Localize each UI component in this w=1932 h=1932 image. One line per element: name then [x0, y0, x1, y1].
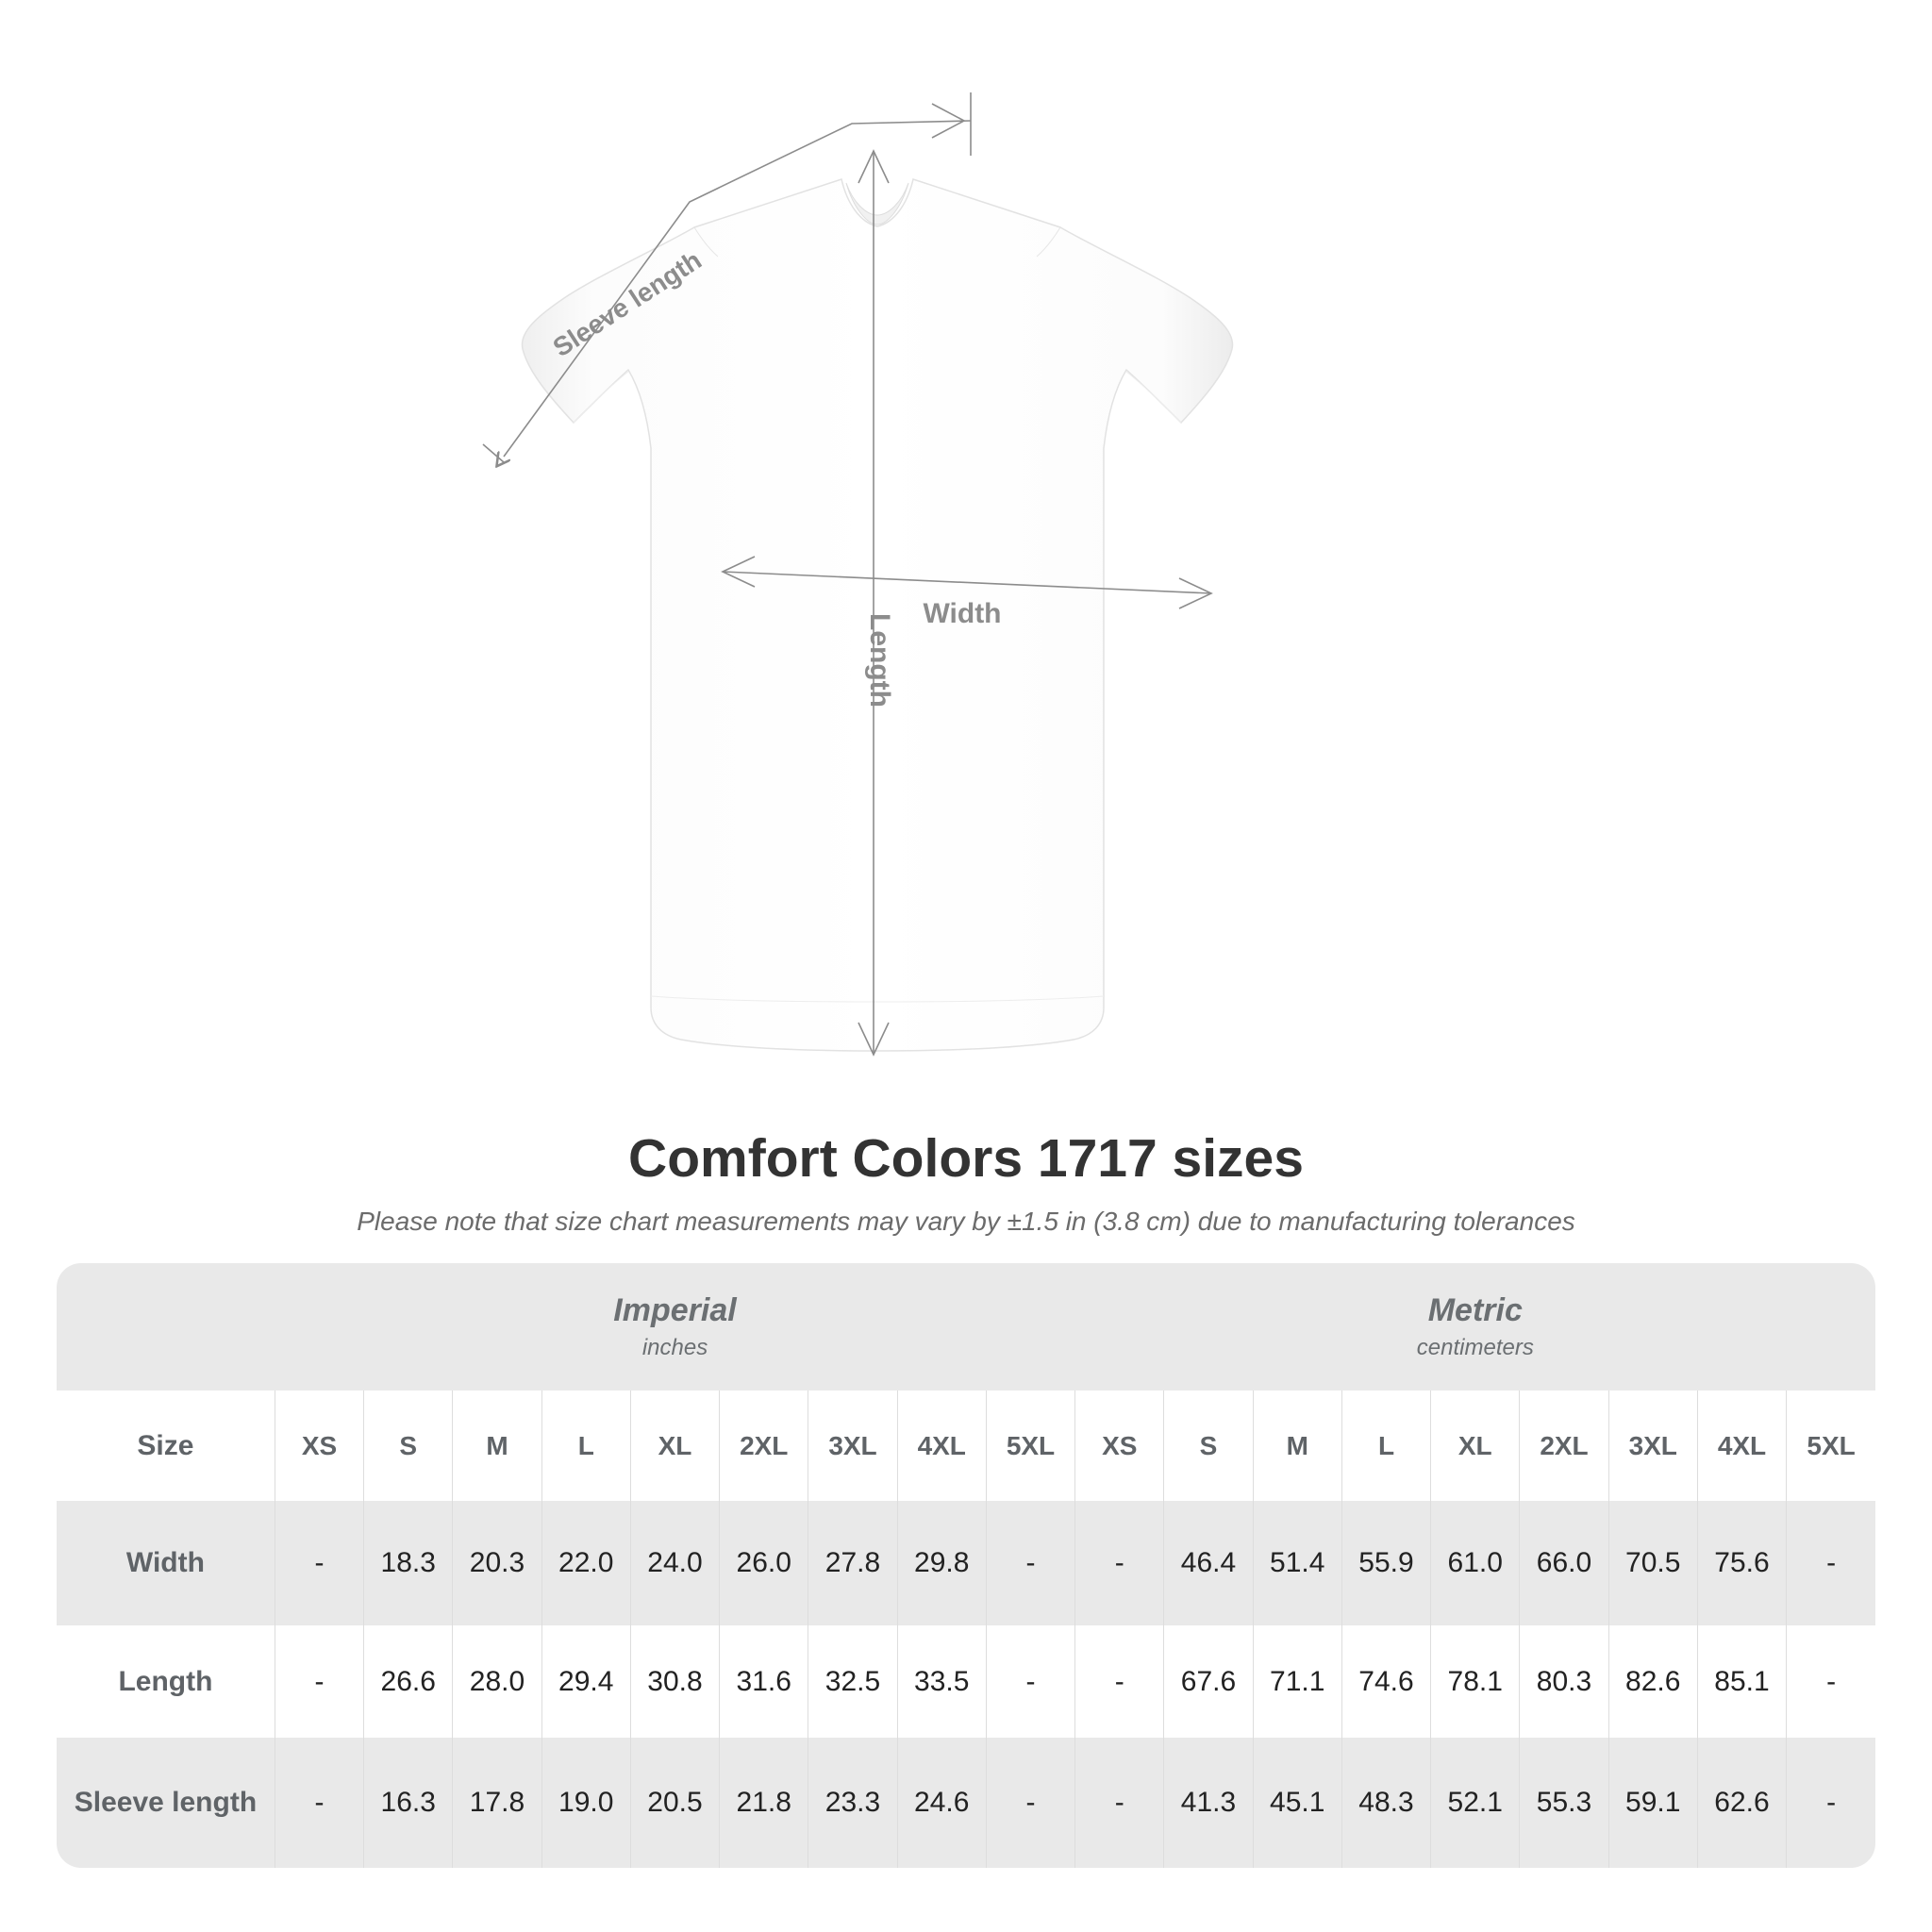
svg-text:Length: Length	[864, 613, 895, 708]
svg-text:Width: Width	[923, 598, 1001, 629]
